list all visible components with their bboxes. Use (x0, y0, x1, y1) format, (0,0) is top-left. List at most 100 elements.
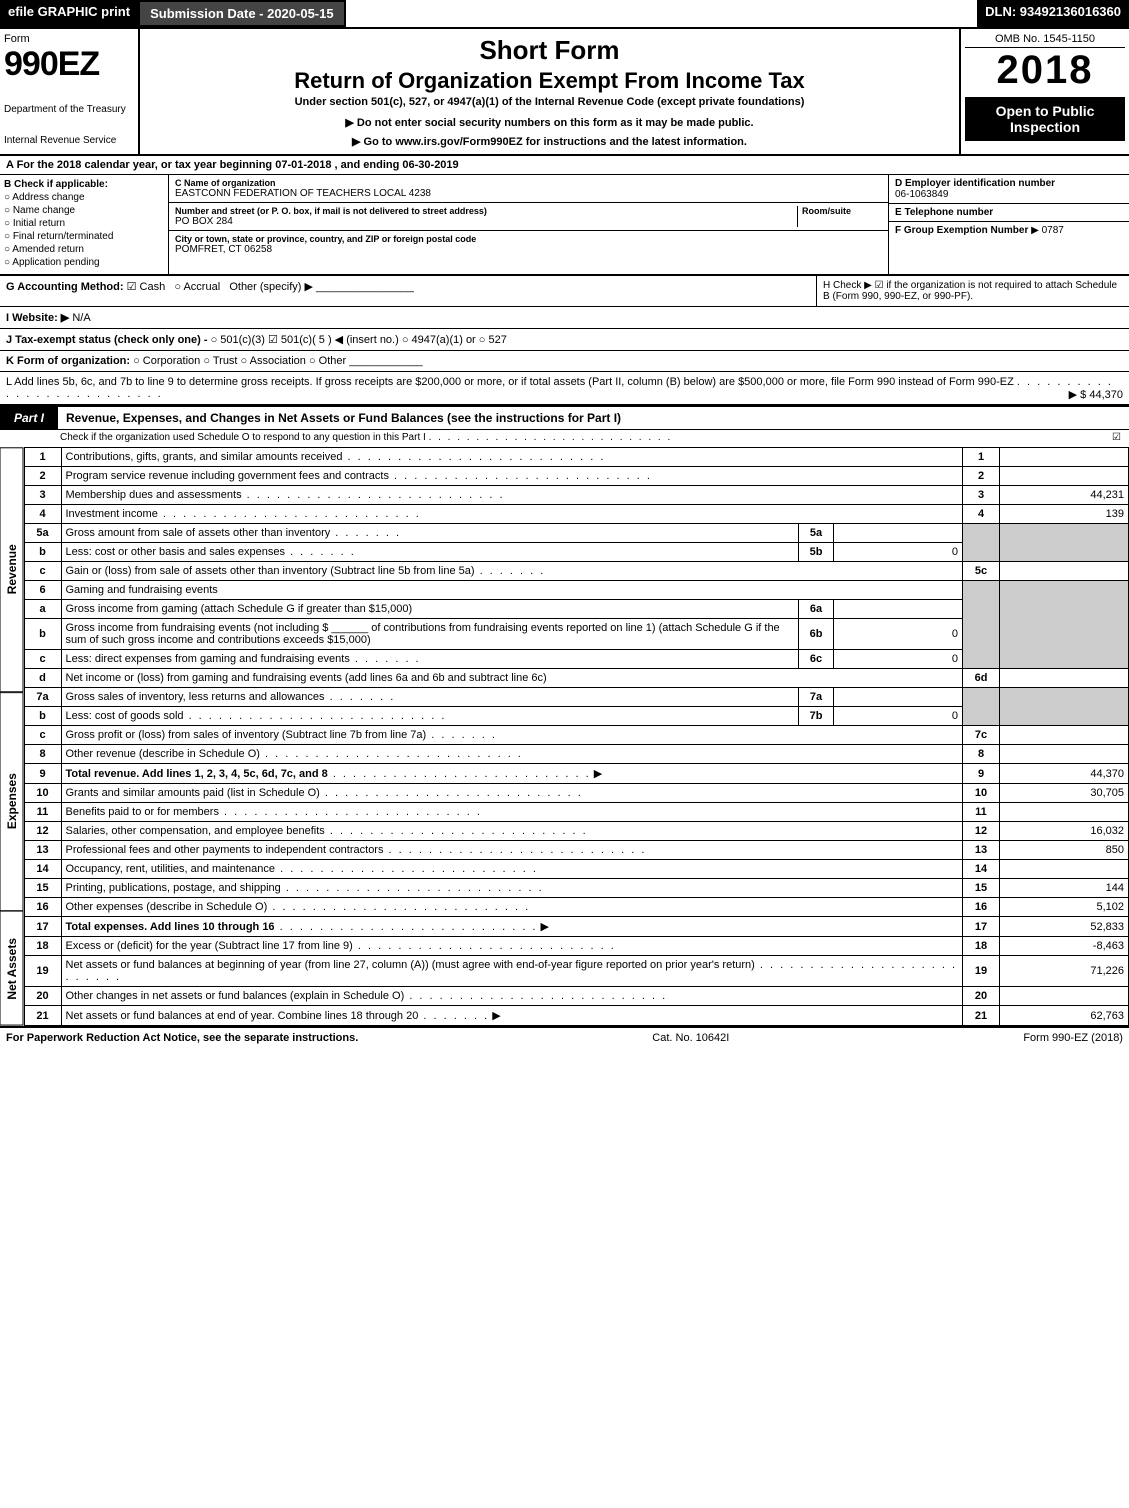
f-label: F Group Exemption Number (895, 225, 1028, 236)
efile-print-label[interactable]: efile GRAPHIC print (0, 0, 138, 27)
goto-link[interactable]: ▶ Go to www.irs.gov/Form990EZ for instru… (150, 135, 949, 148)
lines-table: 1Contributions, gifts, grants, and simil… (24, 447, 1129, 1026)
side-labels: Revenue Expenses Net Assets (0, 447, 24, 1026)
j-tax-exempt-row: J Tax-exempt status (check only one) - ○… (0, 329, 1129, 351)
period-row: A For the 2018 calendar year, or tax yea… (0, 156, 1129, 175)
g-cash-label: Cash (140, 281, 166, 293)
part1-header: Part I Revenue, Expenses, and Changes in… (0, 405, 1129, 430)
footer-mid: Cat. No. 10642I (652, 1032, 729, 1044)
street-value: PO BOX 284 (175, 216, 797, 227)
d-value: 06-1063849 (895, 189, 1123, 200)
shade-cell (1000, 688, 1129, 726)
table-row: 1Contributions, gifts, grants, and simil… (24, 448, 1129, 467)
table-row: 20Other changes in net assets or fund ba… (24, 987, 1129, 1006)
table-row: 8Other revenue (describe in Schedule O)8 (24, 745, 1129, 764)
j-label: J Tax-exempt status (check only one) - (6, 334, 208, 346)
g-cash-check[interactable] (127, 281, 140, 293)
dln-label: DLN: 93492136016360 (977, 0, 1129, 27)
g-accounting: G Accounting Method: Cash Accrual Other … (0, 276, 816, 306)
i-website-row: I Website: ▶ N/A (0, 307, 1129, 329)
under-section-text: Under section 501(c), 527, or 4947(a)(1)… (150, 96, 949, 108)
top-bar: efile GRAPHIC print Submission Date - 20… (0, 0, 1129, 29)
street-row: Number and street (or P. O. box, if mail… (169, 203, 888, 231)
shade-cell (1000, 581, 1129, 669)
header-right: OMB No. 1545-1150 2018 Open to Public In… (961, 29, 1129, 154)
table-row: 21Net assets or fund balances at end of … (24, 1006, 1129, 1026)
table-row: 2Program service revenue including gover… (24, 467, 1129, 486)
line-val (1000, 448, 1129, 467)
room-label: Room/suite (802, 206, 882, 216)
shade-cell (1000, 524, 1129, 562)
city-row: City or town, state or province, country… (169, 231, 888, 258)
i-label: I Website: ▶ (6, 312, 69, 324)
submission-date-label: Submission Date - 2020-05-15 (138, 0, 346, 27)
table-row: 17Total expenses. Add lines 10 through 1… (24, 917, 1129, 937)
part1-body: Revenue Expenses Net Assets 1Contributio… (0, 447, 1129, 1026)
table-row: 3Membership dues and assessments344,231 (24, 486, 1129, 505)
b-label: B Check if applicable: (4, 179, 164, 190)
table-row: 19Net assets or fund balances at beginni… (24, 956, 1129, 987)
j-options[interactable]: ○ 501(c)(3) ☑ 501(c)( 5 ) ◀ (insert no.)… (211, 334, 507, 346)
footer-left: For Paperwork Reduction Act Notice, see … (6, 1032, 358, 1044)
return-title: Return of Organization Exempt From Incom… (150, 68, 949, 94)
org-name: EASTCONN FEDERATION OF TEACHERS LOCAL 42… (175, 188, 882, 199)
check-final-return[interactable]: Final return/terminated (4, 231, 164, 242)
table-row: 9Total revenue. Add lines 1, 2, 3, 4, 5c… (24, 764, 1129, 784)
period-begin: 07-01-2018 (275, 159, 331, 171)
check-amended-return[interactable]: Amended return (4, 244, 164, 255)
g-accrual-label: Accrual (183, 281, 220, 293)
k-options[interactable]: ○ Corporation ○ Trust ○ Association ○ Ot… (133, 355, 346, 367)
e-phone-row: E Telephone number (889, 204, 1129, 222)
k-form-org-row: K Form of organization: ○ Corporation ○ … (0, 351, 1129, 372)
line-rn: 1 (963, 448, 1000, 467)
side-expenses: Expenses (0, 692, 24, 911)
c-label: C Name of organization (175, 178, 882, 188)
k-label: K Form of organization: (6, 355, 130, 367)
line-num: 1 (24, 448, 61, 467)
f-value: ▶ 0787 (1031, 225, 1064, 236)
side-net-assets: Net Assets (0, 911, 24, 1026)
table-row: 7aGross sales of inventory, less returns… (24, 688, 1129, 707)
omb-number: OMB No. 1545-1150 (965, 33, 1125, 48)
g-other-label: Other (specify) ▶ (229, 281, 313, 293)
check-application-pending[interactable]: Application pending (4, 257, 164, 268)
shade-cell (963, 524, 1000, 562)
table-row: dNet income or (loss) from gaming and fu… (24, 669, 1129, 688)
check-name-change[interactable]: Name change (4, 205, 164, 216)
l-value: ▶ $ 44,370 (1069, 388, 1123, 401)
line-desc: Contributions, gifts, grants, and simila… (61, 448, 963, 467)
table-row: 5aGross amount from sale of assets other… (24, 524, 1129, 543)
h-text: H Check ▶ ☑ if the organization is not r… (823, 280, 1117, 302)
check-address-change[interactable]: Address change (4, 192, 164, 203)
part1-label: Part I (0, 407, 58, 429)
table-row: 4Investment income4139 (24, 505, 1129, 524)
top-spacer (346, 0, 978, 27)
d-ein-row: D Employer identification number 06-1063… (889, 175, 1129, 204)
open-to-public: Open to Public Inspection (965, 97, 1125, 141)
shade-cell (963, 581, 1000, 669)
d-label: D Employer identification number (895, 178, 1123, 189)
g-h-row: G Accounting Method: Cash Accrual Other … (0, 276, 1129, 307)
entity-right: D Employer identification number 06-1063… (889, 175, 1129, 274)
table-row: 16Other expenses (describe in Schedule O… (24, 898, 1129, 917)
period-and-ending: , and ending (335, 159, 400, 171)
header-center: Short Form Return of Organization Exempt… (140, 29, 961, 154)
irs-label: Internal Revenue Service (4, 135, 134, 146)
check-o-text: Check if the organization used Schedule … (60, 432, 426, 443)
part1-check-o: Check if the organization used Schedule … (0, 430, 1129, 447)
period-end: 06-30-2019 (402, 159, 458, 171)
f-group-row: F Group Exemption Number ▶ 0787 (889, 222, 1129, 239)
short-form-title: Short Form (150, 35, 949, 66)
city-label: City or town, state or province, country… (175, 234, 882, 244)
g-label: G Accounting Method: (6, 281, 124, 293)
check-o-box[interactable] (1112, 432, 1121, 443)
check-initial-return[interactable]: Initial return (4, 218, 164, 229)
street-label: Number and street (or P. O. box, if mail… (175, 206, 797, 216)
entity-b-checks: B Check if applicable: Address change Na… (0, 175, 169, 274)
form-header: Form 990EZ Department of the Treasury In… (0, 29, 1129, 156)
entity-c-block: C Name of organization EASTCONN FEDERATI… (169, 175, 889, 274)
i-value: N/A (72, 312, 90, 324)
h-check: H Check ▶ ☑ if the organization is not r… (816, 276, 1129, 306)
entity-block: B Check if applicable: Address change Na… (0, 175, 1129, 276)
footer-row: For Paperwork Reduction Act Notice, see … (0, 1026, 1129, 1048)
